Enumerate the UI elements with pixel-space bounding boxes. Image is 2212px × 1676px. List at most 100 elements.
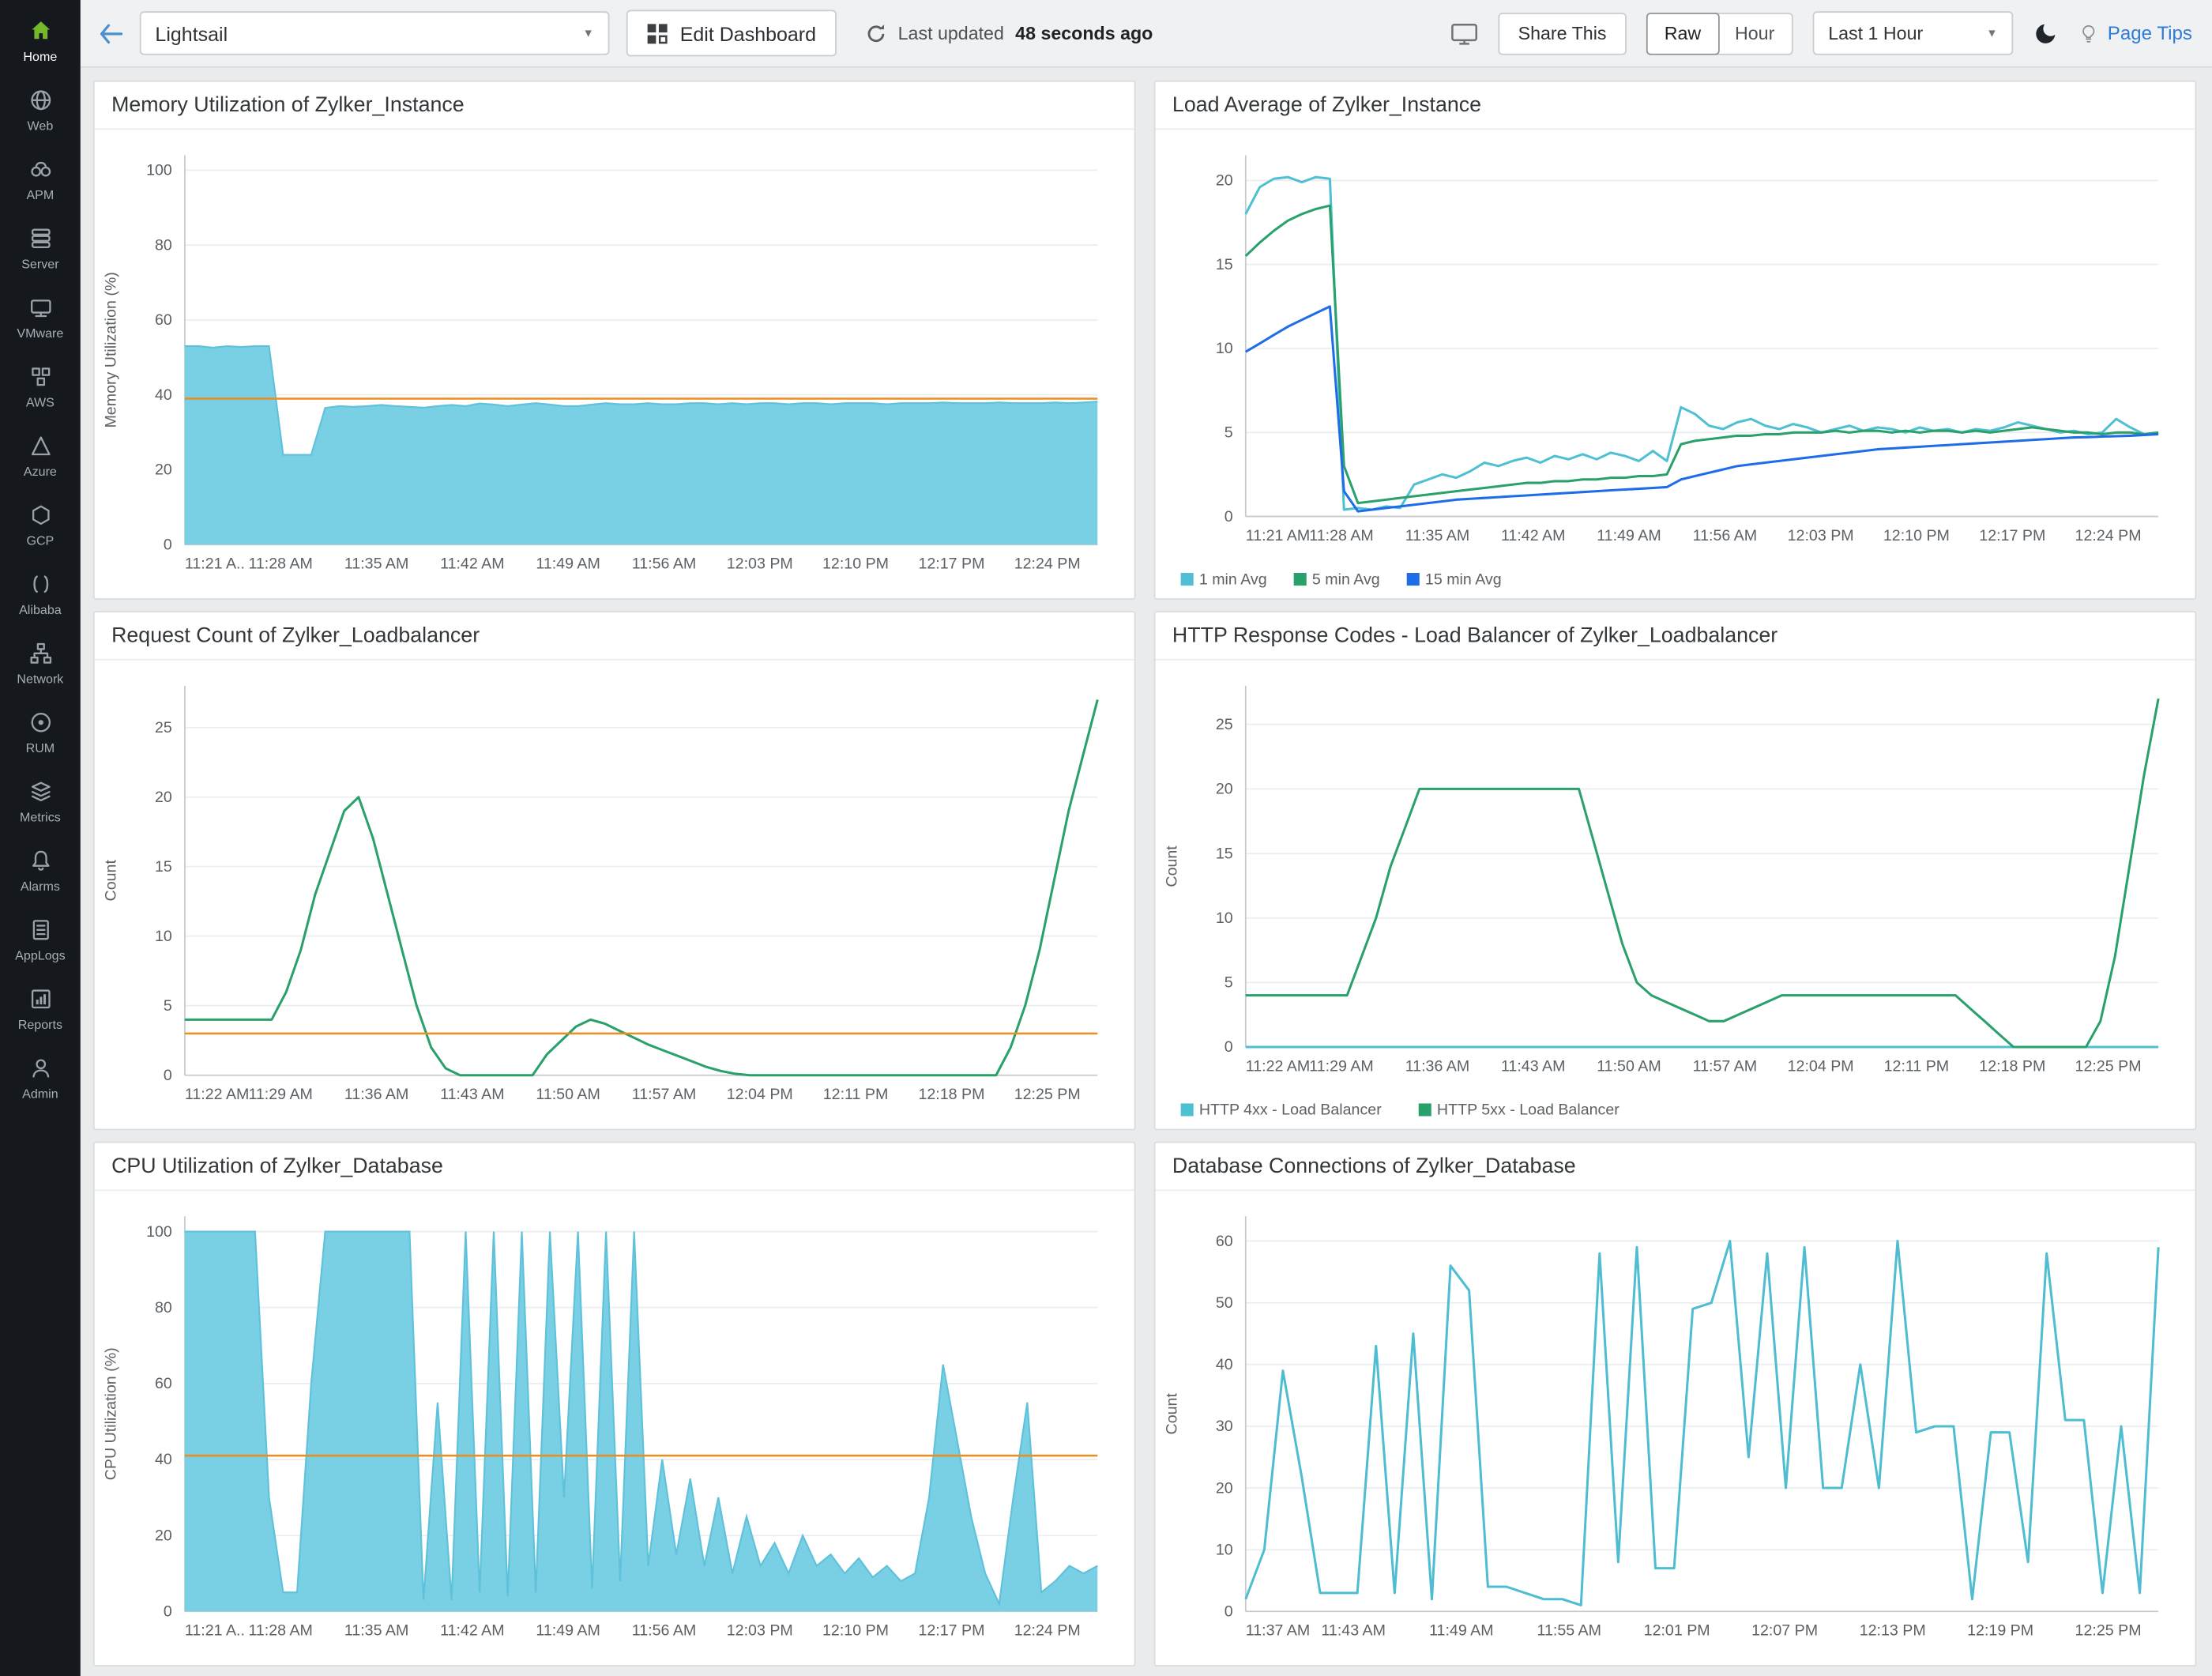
panel-database-connections: Database Connections of Zylker_Database …	[1153, 1141, 2197, 1667]
dashboard-select[interactable]: Lightsail ▼	[139, 11, 610, 55]
svg-text:15: 15	[1216, 256, 1233, 273]
svg-text:12:10 PM: 12:10 PM	[822, 1622, 889, 1640]
svg-text:12:24 PM: 12:24 PM	[2075, 527, 2142, 544]
sidebar-item-aws[interactable]: AWS	[0, 352, 81, 420]
sidebar-item-label: Home	[23, 49, 58, 64]
back-button[interactable]	[97, 22, 123, 45]
sidebar-item-label: Admin	[22, 1086, 58, 1101]
svg-text:0: 0	[164, 1603, 172, 1621]
svg-text:12:11 PM: 12:11 PM	[1884, 1057, 1950, 1075]
last-updated-prefix: Last updated	[897, 22, 1004, 44]
svg-text:12:11 PM: 12:11 PM	[823, 1086, 889, 1103]
page-tips-link[interactable]: Page Tips	[2078, 22, 2192, 45]
svg-text:0: 0	[1224, 1038, 1233, 1056]
svg-text:80: 80	[155, 1299, 172, 1316]
svg-text:100: 100	[146, 162, 172, 179]
svg-text:12:03 PM: 12:03 PM	[727, 556, 793, 573]
http-response-codes-chart[interactable]: 0 5 10 15 20 25 11:22 AM 11:29 AM 11:36 AM 11:43 …	[1155, 661, 2195, 1129]
sidebar-item-alibaba[interactable]: Alibaba	[0, 559, 81, 628]
edit-dashboard-label: Edit Dashboard	[679, 21, 817, 45]
database-connections-chart[interactable]: 0 10 20 30 40 50 60 11:37 AM 11:43 AM 11:49 AM 11:…	[1155, 1191, 2195, 1665]
sidebar-item-home[interactable]: Home	[0, 6, 81, 74]
panel-cpu-utilization: CPU Utilization of Zylker_Database 0 20 40…	[92, 1141, 1136, 1667]
sidebar-item-server[interactable]: Server	[0, 213, 81, 282]
edit-dashboard-button[interactable]: Edit Dashboard	[626, 9, 837, 57]
network-nodes-icon	[28, 641, 53, 666]
svg-text:40: 40	[155, 386, 172, 404]
svg-text:11:56 AM: 11:56 AM	[632, 556, 696, 573]
svg-text:11:29 AM: 11:29 AM	[248, 1086, 312, 1103]
panel-title: Request Count of Zylker_Loadbalancer	[94, 612, 1134, 661]
sidebar-item-apm[interactable]: APM	[0, 144, 81, 213]
bell-icon	[28, 848, 53, 873]
sidebar-item-applogs[interactable]: AppLogs	[0, 905, 81, 974]
binoculars-icon	[28, 156, 53, 182]
raw-toggle[interactable]: Raw	[1646, 12, 1720, 55]
svg-text:15: 15	[155, 858, 172, 876]
panel-title: Memory Utilization of Zylker_Instance	[94, 82, 1134, 130]
sidebar-item-vmware[interactable]: VMware	[0, 282, 81, 352]
monitor-box-icon	[28, 295, 53, 320]
sidebar: Home Web APM Server VMware AWS Azure GC	[0, 0, 81, 1676]
sidebar-item-label: AppLogs	[15, 947, 66, 962]
svg-text:50: 50	[1216, 1294, 1233, 1312]
svg-text:0: 0	[164, 537, 172, 554]
hour-toggle[interactable]: Hour	[1735, 22, 1775, 44]
server-stack-icon	[28, 226, 53, 251]
sidebar-item-azure[interactable]: Azure	[0, 420, 81, 490]
sidebar-item-metrics[interactable]: Metrics	[0, 766, 81, 836]
svg-text:20: 20	[1216, 1479, 1233, 1497]
sidebar-item-network[interactable]: Network	[0, 628, 81, 698]
svg-text:CPU Utilization (%): CPU Utilization (%)	[102, 1347, 119, 1480]
svg-text:80: 80	[155, 236, 172, 254]
panel-title: CPU Utilization of Zylker_Database	[94, 1143, 1134, 1192]
svg-text:10: 10	[1216, 340, 1233, 357]
svg-text:11:56 AM: 11:56 AM	[632, 1622, 696, 1640]
svg-text:12:25 PM: 12:25 PM	[2075, 1057, 2142, 1075]
svg-text:Memory Utilization (%): Memory Utilization (%)	[102, 272, 119, 427]
sidebar-item-web[interactable]: Web	[0, 75, 81, 144]
svg-text:12:24 PM: 12:24 PM	[1014, 556, 1081, 573]
svg-text:HTTP 4xx - Load Balancer: HTTP 4xx - Load Balancer	[1199, 1102, 1382, 1119]
monitor-icon[interactable]	[1450, 21, 1479, 46]
dashboard-grid-icon	[647, 23, 668, 43]
svg-text:12:04 PM: 12:04 PM	[727, 1086, 793, 1103]
svg-text:12:18 PM: 12:18 PM	[1979, 1057, 2045, 1075]
share-this-button[interactable]: Share This	[1498, 12, 1627, 55]
svg-text:11:22 AM: 11:22 AM	[185, 1086, 249, 1103]
memory-utilization-chart[interactable]: 0 20 40 60 80 100 11:21 A.. 11:28 AM 11:35 AM 11:…	[95, 130, 1134, 598]
dark-mode-moon-icon[interactable]	[2033, 21, 2058, 46]
svg-text:15: 15	[1216, 845, 1233, 862]
svg-text:11:21 AM: 11:21 AM	[1246, 527, 1310, 544]
refresh-icon[interactable]	[864, 22, 887, 45]
svg-text:12:07 PM: 12:07 PM	[1751, 1622, 1818, 1640]
sidebar-item-alarms[interactable]: Alarms	[0, 835, 81, 905]
svg-text:11:21 A..: 11:21 A..	[185, 1622, 245, 1640]
sidebar-item-admin[interactable]: Admin	[0, 1043, 81, 1113]
request-count-chart[interactable]: 0 5 10 15 20 25 11:22 AM 11:29 AM 11:36 AM 11:43 …	[95, 661, 1134, 1129]
sidebar-item-gcp[interactable]: GCP	[0, 490, 81, 559]
svg-text:100: 100	[146, 1223, 172, 1241]
dashboard-select-value: Lightsail	[155, 21, 228, 45]
svg-text:Count: Count	[1163, 1393, 1180, 1435]
brackets-icon	[28, 571, 53, 597]
load-average-chart[interactable]: 0 5 10 15 20 11:21 AM 11:28 AM 11:35 AM 11:42 AM…	[1155, 130, 2195, 598]
svg-text:11:43 AM: 11:43 AM	[440, 1086, 504, 1103]
svg-text:11:49 AM: 11:49 AM	[536, 556, 600, 573]
cpu-utilization-chart[interactable]: 0 20 40 60 80 100 11:21 A.. 11:28 AM 11:35 AM 11:…	[95, 1191, 1134, 1665]
time-range-select[interactable]: Last 1 Hour ▼	[1812, 11, 2014, 55]
hexagon-icon	[28, 503, 53, 528]
bar-chart-icon	[28, 986, 53, 1011]
svg-text:11:42 AM: 11:42 AM	[1501, 527, 1565, 544]
svg-text:11:49 AM: 11:49 AM	[1429, 1622, 1493, 1640]
svg-text:12:24 PM: 12:24 PM	[1014, 1622, 1081, 1640]
granularity-toggle: Raw Hour	[1646, 12, 1793, 55]
svg-text:10: 10	[1216, 910, 1233, 927]
sidebar-item-rum[interactable]: RUM	[0, 697, 81, 766]
svg-text:12:17 PM: 12:17 PM	[918, 1622, 984, 1640]
svg-text:11:35 AM: 11:35 AM	[1405, 527, 1469, 544]
panel-load-average: Load Average of Zylker_Instance 0 5 10 15 20…	[1153, 80, 2197, 600]
svg-text:HTTP 5xx - Load Balancer: HTTP 5xx - Load Balancer	[1437, 1102, 1620, 1119]
sidebar-item-reports[interactable]: Reports	[0, 974, 81, 1043]
